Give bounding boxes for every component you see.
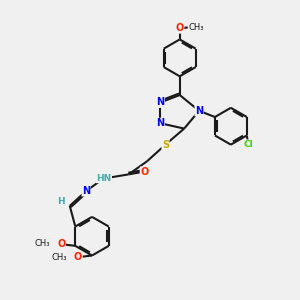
Text: N: N — [82, 186, 90, 196]
Text: S: S — [162, 140, 169, 150]
Text: O: O — [176, 23, 184, 33]
Text: CH₃: CH₃ — [35, 239, 50, 248]
Text: HN: HN — [96, 174, 112, 183]
Text: N: N — [195, 106, 203, 116]
Text: CH₃: CH₃ — [52, 253, 67, 262]
Text: O: O — [57, 239, 65, 249]
Text: O: O — [140, 167, 148, 177]
Text: Cl: Cl — [243, 140, 253, 149]
Text: CH₃: CH₃ — [188, 23, 203, 32]
Text: N: N — [156, 118, 164, 128]
Text: O: O — [74, 252, 82, 262]
Text: H: H — [58, 197, 65, 206]
Text: N: N — [156, 98, 164, 107]
